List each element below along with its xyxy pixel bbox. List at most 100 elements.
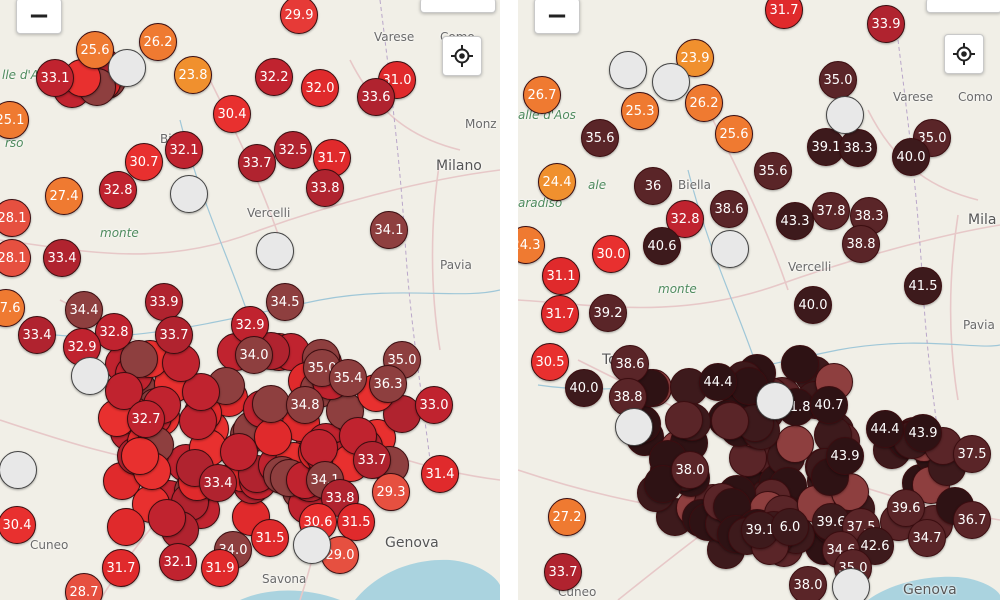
station-marker[interactable]: 24.4 bbox=[538, 163, 576, 201]
zoom-out-button[interactable]: − bbox=[16, 0, 62, 34]
station-marker[interactable]: 34.7 bbox=[908, 519, 946, 557]
station-marker[interactable]: 38.0 bbox=[671, 451, 709, 489]
station-marker[interactable]: 32.5 bbox=[274, 131, 312, 169]
station-marker[interactable]: 26.7 bbox=[523, 76, 561, 114]
station-marker[interactable]: 23.9 bbox=[676, 39, 714, 77]
station-marker[interactable]: 32.9 bbox=[63, 328, 101, 366]
station-marker[interactable]: 40.0 bbox=[565, 369, 603, 407]
station-marker[interactable]: 26.2 bbox=[139, 23, 177, 61]
station-marker[interactable]: 36.3 bbox=[369, 365, 407, 403]
station-marker[interactable]: 35.0 bbox=[819, 61, 857, 99]
station-marker[interactable]: 38.0 bbox=[789, 566, 827, 600]
station-marker[interactable]: 33.7 bbox=[238, 144, 276, 182]
no-data-station-marker[interactable] bbox=[293, 526, 331, 564]
station-marker[interactable]: 33.6 bbox=[357, 78, 395, 116]
cluster-station-marker[interactable] bbox=[665, 400, 704, 439]
station-marker[interactable]: 31.5 bbox=[337, 503, 375, 541]
station-marker[interactable]: 39.1 bbox=[807, 128, 845, 166]
station-marker[interactable]: 34.8 bbox=[286, 386, 324, 424]
no-data-station-marker[interactable] bbox=[652, 63, 690, 101]
no-data-station-marker[interactable] bbox=[170, 175, 208, 213]
station-marker[interactable]: 30.4 bbox=[213, 95, 251, 133]
station-marker[interactable]: 36 bbox=[634, 167, 672, 205]
station-marker[interactable]: 38.6 bbox=[710, 190, 748, 228]
station-marker[interactable]: 40.7 bbox=[810, 386, 848, 424]
station-marker[interactable]: 32.8 bbox=[95, 313, 133, 351]
no-data-station-marker[interactable] bbox=[756, 382, 794, 420]
no-data-station-marker[interactable] bbox=[0, 451, 37, 489]
station-marker[interactable]: 44.4 bbox=[699, 363, 737, 401]
station-marker[interactable]: 31.5 bbox=[251, 519, 289, 557]
no-data-station-marker[interactable] bbox=[108, 49, 146, 87]
station-marker[interactable]: 33.4 bbox=[199, 464, 237, 502]
no-data-station-marker[interactable] bbox=[832, 568, 870, 600]
no-data-station-marker[interactable] bbox=[711, 230, 749, 268]
station-marker[interactable]: 33.4 bbox=[18, 316, 56, 354]
zoom-out-button[interactable]: − bbox=[534, 0, 580, 34]
cluster-station-marker[interactable] bbox=[147, 499, 186, 538]
station-marker[interactable]: 33.9 bbox=[145, 283, 183, 321]
station-marker[interactable]: 26.2 bbox=[685, 84, 723, 122]
station-marker[interactable]: 28.7 bbox=[65, 573, 103, 600]
station-marker[interactable]: 32.0 bbox=[301, 69, 339, 107]
station-marker[interactable]: 43.3 bbox=[776, 202, 814, 240]
station-marker[interactable]: 37.8 bbox=[812, 192, 850, 230]
station-marker[interactable]: 31.9 bbox=[201, 549, 239, 587]
station-marker[interactable]: 38.3 bbox=[839, 129, 877, 167]
station-marker[interactable]: 35.6 bbox=[754, 152, 792, 190]
station-marker[interactable]: 40.6 bbox=[643, 227, 681, 265]
station-marker[interactable]: 34.0 bbox=[235, 336, 273, 374]
station-marker[interactable]: 35.0 bbox=[913, 119, 951, 157]
station-marker[interactable]: 34.5 bbox=[266, 283, 304, 321]
station-marker[interactable]: 38.8 bbox=[842, 225, 880, 263]
station-marker[interactable]: 32.2 bbox=[255, 58, 293, 96]
cluster-station-marker[interactable] bbox=[710, 402, 749, 441]
station-marker[interactable]: 33.9 bbox=[867, 5, 905, 43]
locate-button[interactable] bbox=[944, 34, 984, 74]
station-marker[interactable]: 28.1 bbox=[0, 239, 31, 277]
station-marker[interactable]: 31.1 bbox=[542, 257, 580, 295]
station-marker[interactable]: 33.7 bbox=[544, 553, 582, 591]
station-marker[interactable]: 40.0 bbox=[794, 286, 832, 324]
station-marker[interactable]: 38.6 bbox=[611, 345, 649, 383]
station-marker[interactable]: 34.1 bbox=[370, 211, 408, 249]
station-marker[interactable]: 33.1 bbox=[36, 59, 74, 97]
station-marker[interactable]: 37.5 bbox=[953, 435, 991, 473]
station-marker[interactable]: 25.6 bbox=[76, 31, 114, 69]
no-data-station-marker[interactable] bbox=[256, 232, 294, 270]
station-marker[interactable]: 28.1 bbox=[0, 199, 31, 237]
station-marker[interactable]: 33.4 bbox=[43, 239, 81, 277]
station-marker[interactable]: 25.6 bbox=[715, 115, 753, 153]
station-marker[interactable]: 29.3 bbox=[372, 473, 410, 511]
cluster-station-marker[interactable] bbox=[300, 429, 339, 468]
station-marker[interactable]: 27.2 bbox=[548, 498, 586, 536]
station-marker[interactable]: 35.4 bbox=[329, 359, 367, 397]
station-marker[interactable]: 29.9 bbox=[280, 0, 318, 34]
station-marker[interactable]: 31.4 bbox=[421, 455, 459, 493]
station-marker[interactable]: 30.5 bbox=[531, 343, 569, 381]
cluster-station-marker[interactable] bbox=[104, 371, 143, 410]
station-marker[interactable]: 31.7 bbox=[541, 295, 579, 333]
station-marker[interactable]: 30.7 bbox=[125, 143, 163, 181]
station-marker[interactable]: 23.8 bbox=[174, 56, 212, 94]
station-marker[interactable]: 43.9 bbox=[826, 437, 864, 475]
cluster-station-marker[interactable] bbox=[252, 384, 291, 423]
station-marker[interactable]: 33.8 bbox=[306, 169, 344, 207]
station-marker[interactable]: 32.8 bbox=[99, 171, 137, 209]
station-marker[interactable]: 36.7 bbox=[953, 501, 991, 539]
top-right-control[interactable] bbox=[420, 0, 496, 13]
right-temperature-map[interactable]: Varese Como Mila Biella Vercelli Pavia alle d'… bbox=[518, 0, 1000, 600]
cluster-station-marker[interactable] bbox=[220, 432, 259, 471]
station-marker[interactable]: 41.5 bbox=[904, 267, 942, 305]
top-right-control[interactable] bbox=[926, 0, 1000, 13]
no-data-station-marker[interactable] bbox=[615, 408, 653, 446]
station-marker[interactable]: 33.7 bbox=[353, 441, 391, 479]
no-data-station-marker[interactable] bbox=[609, 51, 647, 89]
left-temperature-map[interactable]: VareseComoMonzMilanoBiellaVercelliPavial… bbox=[0, 0, 500, 600]
cluster-station-marker[interactable] bbox=[106, 508, 145, 547]
station-marker[interactable]: 32.1 bbox=[165, 131, 203, 169]
cluster-station-marker[interactable] bbox=[780, 344, 819, 383]
station-marker[interactable]: 6.0 bbox=[771, 508, 809, 546]
cluster-station-marker[interactable] bbox=[254, 418, 293, 457]
station-marker[interactable]: 30.4 bbox=[0, 506, 36, 544]
